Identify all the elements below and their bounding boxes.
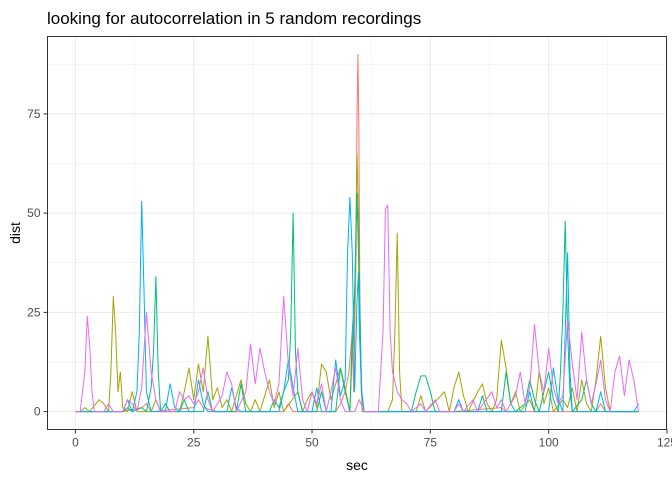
panel-border	[47, 36, 667, 430]
x-tick-label: 75	[424, 436, 438, 450]
y-tick-label: 50	[27, 206, 41, 220]
y-tick-label: 0	[34, 405, 41, 419]
y-axis-ticks: 0 25 50 75	[27, 107, 48, 419]
x-tick-label: 125	[657, 436, 672, 450]
x-tick-label: 50	[305, 436, 319, 450]
x-tick-label: 25	[187, 436, 201, 450]
y-tick-label: 25	[27, 305, 41, 319]
y-tick-label: 75	[27, 107, 41, 121]
series-line-5	[75, 204, 640, 413]
chart-title: looking for autocorrelation in 5 random …	[47, 9, 421, 28]
x-axis-ticks: 0 25 50 75 100 125	[72, 429, 672, 450]
x-axis-label: sec	[346, 457, 368, 473]
series-line-4	[75, 196, 640, 413]
series-layer	[75, 53, 640, 413]
x-tick-label: 100	[539, 436, 559, 450]
y-axis-label: dist	[7, 222, 23, 244]
x-tick-label: 0	[72, 436, 79, 450]
